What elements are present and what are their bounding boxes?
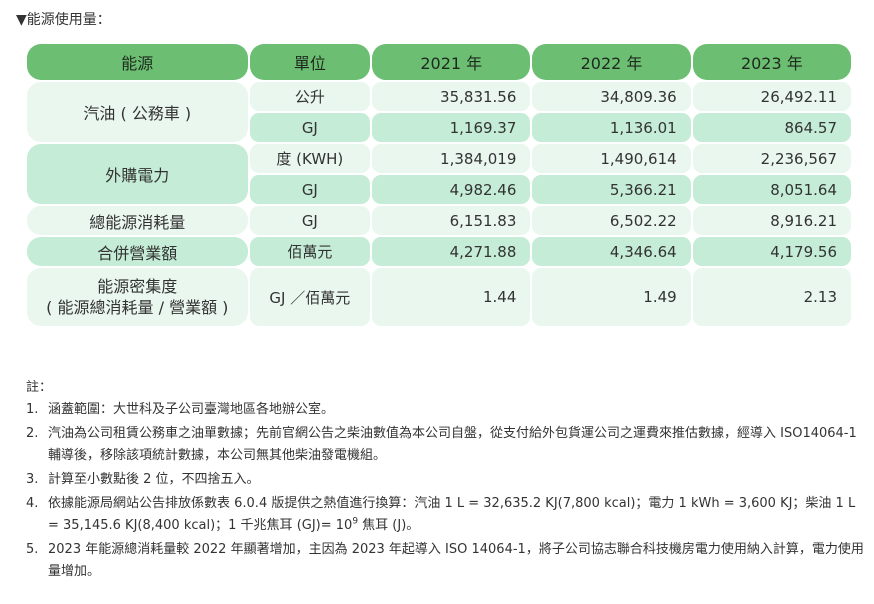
table-row: GJ 1,169.37 1,136.01 864.57 (27, 113, 851, 142)
cell-value: 864.57 (692, 113, 851, 142)
cell-value: 2.13 (692, 268, 851, 326)
note-item: 2. 汽油為公司租賃公務車之油單數據；先前官網公告之柴油數值為本公司自盤，從支付… (26, 423, 866, 467)
cell-value: 6,151.83 (372, 206, 531, 235)
table-header-row: 能源 單位 2021 年 2022 年 2023 年 (27, 44, 851, 80)
note-number: 2. (26, 426, 39, 441)
cell-value: 1,384,019 (372, 144, 531, 173)
row-label-total-energy: 總能源消耗量 (27, 206, 248, 235)
table-row: 合併營業額 佰萬元 4,271.88 4,346.64 4,179.56 (27, 237, 851, 266)
header-unit: 單位 (249, 44, 371, 80)
note-text: 涵蓋範圍：大世科及子公司臺灣地區各地辦公室。 (48, 402, 335, 417)
header-2022: 2022 年 (532, 44, 691, 80)
note-item: 5. 2023 年能源總消耗量較 2022 年顯著增加，主因為 2023 年起導… (26, 539, 866, 583)
note-number: 4. (26, 496, 39, 511)
cell-value: 5,366.21 (532, 175, 691, 204)
cell-unit: 度 (KWH) (249, 144, 371, 173)
table-row: 總能源消耗量 GJ 6,151.83 6,502.22 8,916.21 (27, 206, 851, 235)
section-heading: ▼能源使用量： (16, 12, 111, 28)
note-text-part: 依據能源局網站公告排放係數表 6.0.4 版提供之熱值進行換算：汽油 1 L =… (48, 496, 856, 533)
cell-value: 1.49 (532, 268, 691, 326)
note-text: 2023 年能源總消耗量較 2022 年顯著增加，主因為 2023 年起導入 I… (48, 542, 864, 579)
cell-unit: 公升 (249, 82, 371, 111)
row-label-gasoline: 汽油 ( 公務車 ) (27, 82, 248, 142)
cell-value: 1,490,614 (532, 144, 691, 173)
energy-usage-table: 能源 單位 2021 年 2022 年 2023 年 汽油 ( 公務車 ) 公升… (25, 42, 853, 328)
row-label-revenue: 合併營業額 (27, 237, 248, 266)
table-row: 能源密集度 ( 能源總消耗量 / 營業額 ) GJ ／佰萬元 1.44 1.49… (27, 268, 851, 326)
note-number: 1. (26, 402, 39, 417)
row-label-line: ( 能源總消耗量 / 營業額 ) (46, 298, 229, 317)
cell-value: 1,136.01 (532, 113, 691, 142)
note-text: 依據能源局網站公告排放係數表 6.0.4 版提供之熱值進行換算：汽油 1 L =… (48, 496, 855, 533)
note-number: 5. (26, 542, 39, 557)
cell-unit: GJ ／佰萬元 (249, 268, 371, 326)
note-number: 3. (26, 472, 39, 487)
note-item: 4. 依據能源局網站公告排放係數表 6.0.4 版提供之熱值進行換算：汽油 1 … (26, 493, 866, 537)
cell-unit: 佰萬元 (249, 237, 371, 266)
cell-value: 4,271.88 (372, 237, 531, 266)
header-energy: 能源 (27, 44, 248, 80)
cell-unit: GJ (249, 175, 371, 204)
cell-value: 34,809.36 (532, 82, 691, 111)
notes-section: 註： 1. 涵蓋範圍：大世科及子公司臺灣地區各地辦公室。 2. 汽油為公司租賃公… (26, 376, 866, 585)
note-exponent: 9 (352, 516, 359, 527)
cell-value: 1,169.37 (372, 113, 531, 142)
cell-value: 8,916.21 (692, 206, 851, 235)
note-text-part: 焦耳 (J)。 (358, 518, 420, 533)
note-item: 1. 涵蓋範圍：大世科及子公司臺灣地區各地辦公室。 (26, 399, 866, 421)
cell-value: 4,982.46 (372, 175, 531, 204)
cell-value: 26,492.11 (692, 82, 851, 111)
cell-value: 4,179.56 (692, 237, 851, 266)
cell-value: 1.44 (372, 268, 531, 326)
header-2021: 2021 年 (372, 44, 531, 80)
note-text: 汽油為公司租賃公務車之油單數據；先前官網公告之柴油數值為本公司自盤，從支付給外包… (48, 426, 857, 463)
header-2023: 2023 年 (692, 44, 851, 80)
note-item: 3. 計算至小數點後 2 位，不四捨五入。 (26, 469, 866, 491)
cell-value: 8,051.64 (692, 175, 851, 204)
cell-value: 6,502.22 (532, 206, 691, 235)
cell-value: 35,831.56 (372, 82, 531, 111)
notes-title: 註： (26, 380, 53, 395)
cell-unit: GJ (249, 206, 371, 235)
row-label-energy-intensity: 能源密集度 ( 能源總消耗量 / 營業額 ) (27, 268, 248, 326)
note-text: 計算至小數點後 2 位，不四捨五入。 (48, 472, 260, 487)
table-row: GJ 4,982.46 5,366.21 8,051.64 (27, 175, 851, 204)
table-row: 汽油 ( 公務車 ) 公升 35,831.56 34,809.36 26,492… (27, 82, 851, 142)
cell-value: 4,346.64 (532, 237, 691, 266)
table-row: 外購電力 度 (KWH) 1,384,019 1,490,614 2,236,5… (27, 144, 851, 204)
cell-unit: GJ (249, 113, 371, 142)
row-label-line: 能源密集度 (97, 277, 178, 296)
row-label-purchased-electricity: 外購電力 (27, 144, 248, 204)
cell-value: 2,236,567 (692, 144, 851, 173)
